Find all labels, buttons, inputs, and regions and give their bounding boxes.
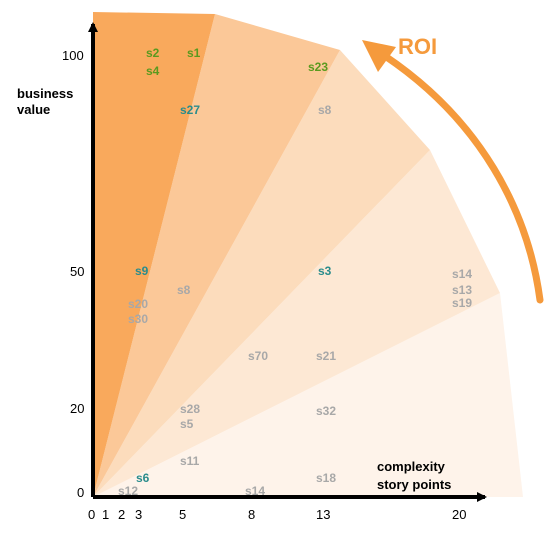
roi-arrow <box>381 52 544 304</box>
x-axis-title: complexity <box>377 459 446 474</box>
story-label: s27 <box>180 103 200 117</box>
story-label: s12 <box>118 484 138 498</box>
x-axis-title-line2: story points <box>377 477 451 492</box>
y-tick-label: 0 <box>77 485 84 500</box>
x-tick-label: 8 <box>248 507 255 522</box>
roi-band-5 <box>93 293 523 497</box>
story-label: s30 <box>128 312 148 326</box>
story-label: s23 <box>308 60 328 74</box>
story-label: s20 <box>128 297 148 311</box>
story-label: s19 <box>452 296 472 310</box>
y-tick-label: 100 <box>62 48 84 63</box>
y-axis-title-line2: value <box>17 102 50 117</box>
story-label: s2 <box>146 46 160 60</box>
x-tick-label: 3 <box>135 507 142 522</box>
roi-label: ROI <box>398 34 437 59</box>
x-tick-label: 2 <box>118 507 125 522</box>
roi-arrowhead-icon <box>362 40 396 72</box>
story-label: s8 <box>177 283 191 297</box>
story-label: s14 <box>245 484 265 498</box>
x-tick-label: 1 <box>102 507 109 522</box>
x-tick-label: 13 <box>316 507 330 522</box>
story-label: s4 <box>146 64 160 78</box>
y-tick-label: 50 <box>70 264 84 279</box>
y-axis-title: business <box>17 86 73 101</box>
story-label: s11 <box>180 454 200 468</box>
story-label: s3 <box>318 264 332 278</box>
roi-band-3 <box>93 50 430 497</box>
story-label: s6 <box>136 471 150 485</box>
story-label: s5 <box>180 417 194 431</box>
story-label: s32 <box>316 404 336 418</box>
story-label: s9 <box>135 264 149 278</box>
roi-band-4 <box>93 150 500 497</box>
story-label: s13 <box>452 283 472 297</box>
story-label: s18 <box>316 471 336 485</box>
story-label: s28 <box>180 402 200 416</box>
story-label: s21 <box>316 349 336 363</box>
story-label: s70 <box>248 349 268 363</box>
x-tick-label: 20 <box>452 507 466 522</box>
x-tick-label: 5 <box>179 507 186 522</box>
story-label: s8 <box>318 103 332 117</box>
story-label: s1 <box>187 46 201 60</box>
x-tick-label: 0 <box>88 507 95 522</box>
story-label: s14 <box>452 267 472 281</box>
roi-band-2 <box>93 14 340 497</box>
y-tick-label: 20 <box>70 401 84 416</box>
roi-band-1 <box>93 12 215 497</box>
